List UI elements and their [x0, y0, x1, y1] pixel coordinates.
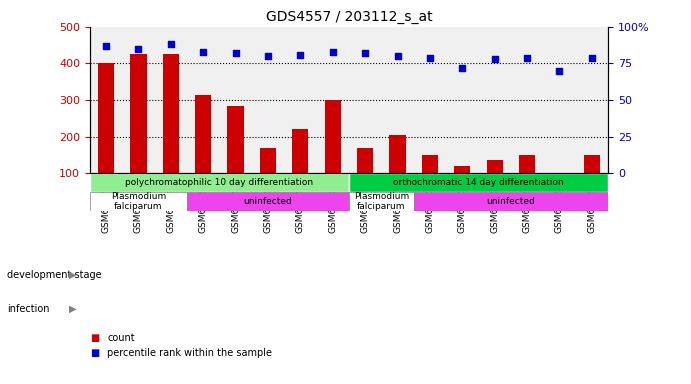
Point [133, 46, 144, 52]
Bar [357, 147, 373, 173]
Bar [195, 94, 211, 173]
Bar [390, 135, 406, 173]
Point [489, 56, 500, 62]
Point [554, 68, 565, 74]
Text: Plasmodium
falciparum: Plasmodium falciparum [354, 192, 409, 211]
Point [587, 55, 598, 61]
Bar [325, 100, 341, 173]
Point [100, 43, 111, 49]
Text: uninfected: uninfected [244, 197, 292, 206]
Text: ■: ■ [90, 333, 99, 343]
Text: ▶: ▶ [69, 304, 76, 314]
Point [328, 49, 339, 55]
Point [165, 41, 176, 48]
Point [263, 53, 274, 59]
FancyBboxPatch shape [349, 173, 608, 192]
Point [457, 65, 468, 71]
Text: polychromatophilic 10 day differentiation: polychromatophilic 10 day differentiatio… [125, 178, 314, 187]
Text: Plasmodium
falciparum: Plasmodium falciparum [111, 192, 166, 211]
Bar [422, 155, 438, 173]
Text: development stage: development stage [7, 270, 102, 280]
Point [230, 50, 241, 56]
Text: uninfected: uninfected [486, 197, 536, 206]
Text: ▶: ▶ [69, 270, 76, 280]
Point [295, 51, 306, 58]
Bar [260, 147, 276, 173]
Bar [519, 155, 536, 173]
Text: ■: ■ [90, 348, 99, 358]
Text: infection: infection [7, 304, 50, 314]
Bar [584, 155, 600, 173]
Text: percentile rank within the sample: percentile rank within the sample [107, 348, 272, 358]
Point [392, 53, 403, 59]
Bar [131, 54, 146, 173]
Bar [162, 54, 179, 173]
Point [424, 55, 435, 61]
FancyBboxPatch shape [90, 173, 349, 192]
Text: orthochromatic 14 day differentiation: orthochromatic 14 day differentiation [393, 178, 564, 187]
FancyBboxPatch shape [414, 192, 608, 211]
FancyBboxPatch shape [187, 192, 349, 211]
Point [198, 49, 209, 55]
FancyBboxPatch shape [90, 192, 187, 211]
Bar [292, 129, 308, 173]
Bar [227, 106, 244, 173]
Title: GDS4557 / 203112_s_at: GDS4557 / 203112_s_at [265, 10, 433, 25]
Point [522, 55, 533, 61]
FancyBboxPatch shape [349, 192, 414, 211]
Text: count: count [107, 333, 135, 343]
Bar [454, 166, 471, 173]
Bar [486, 161, 503, 173]
Bar [98, 63, 114, 173]
Point [359, 50, 370, 56]
